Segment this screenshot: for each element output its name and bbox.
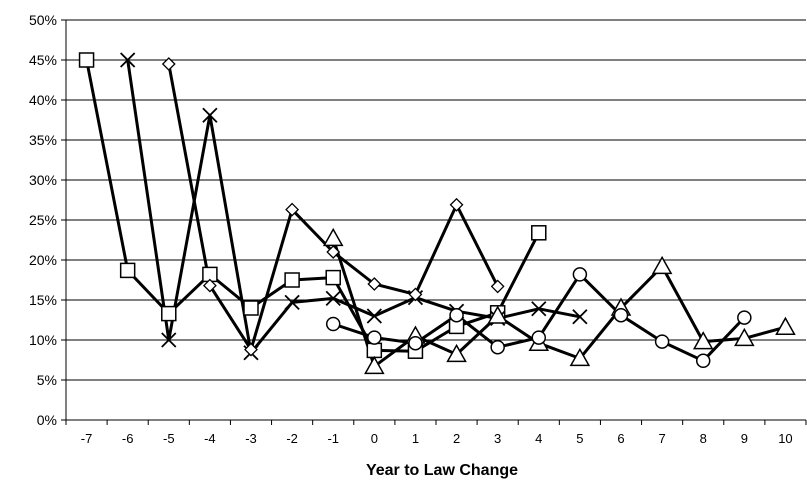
y-tick-label: 35%: [29, 132, 57, 148]
data-point-circle: [572, 267, 588, 282]
data-point-circle: [613, 307, 629, 323]
y-tick-label: 20%: [29, 252, 57, 268]
y-tick-label: 15%: [29, 292, 57, 308]
x-tick-label: 1: [412, 431, 419, 446]
data-point-diamond: [202, 278, 217, 293]
y-tick-label: 30%: [29, 172, 57, 188]
x-tick-label: 3: [494, 431, 501, 446]
data-point-circle: [490, 339, 505, 355]
x-tick-label: 4: [535, 431, 542, 446]
x-marker-stroke: [572, 309, 588, 325]
data-point-square: [325, 269, 341, 286]
y-tick-label: 10%: [29, 332, 57, 348]
x-tick-label: -3: [245, 431, 257, 446]
data-point-square: [284, 272, 300, 288]
data-point-circle: [408, 335, 423, 351]
data-point-x: [531, 301, 547, 317]
x-tick-label: -4: [204, 431, 216, 446]
data-point-circle: [654, 334, 670, 349]
y-tick-label: 5%: [37, 372, 57, 388]
data-point-square: [366, 342, 383, 359]
data-point-triangle: [692, 331, 714, 350]
data-point-square: [119, 262, 136, 279]
x-tick-label: -2: [286, 431, 298, 446]
x-tick-labels: -7 -6 -5 -4 -3 -2 -1 0 1 2 3 4 5 6 7 8 9 10: [81, 431, 793, 446]
y-tick-label: 0%: [37, 412, 57, 428]
data-point-triangle: [322, 227, 344, 247]
data-point-diamond: [490, 279, 505, 294]
x-tick-label: -1: [327, 431, 339, 446]
data-point-x: [366, 308, 382, 324]
data-point-triangle: [775, 316, 796, 335]
data-point-diamond: [367, 277, 382, 291]
y-tick-label: 40%: [29, 92, 57, 108]
data-point-x: [572, 309, 588, 325]
data-point-x: [202, 107, 218, 123]
x-tick-label: 10: [778, 431, 792, 446]
data-point-circle: [695, 353, 711, 369]
data-point-x: [120, 52, 136, 68]
series-markers: [78, 52, 796, 375]
y-tick-label: 25%: [29, 212, 57, 228]
x-marker-stroke: [202, 107, 218, 123]
data-point-triangle: [487, 305, 508, 324]
x-marker-stroke: [531, 301, 547, 317]
series-lines: [85, 59, 786, 368]
series-line-square: [85, 59, 541, 353]
data-point-square: [78, 52, 95, 68]
data-point-circle: [367, 330, 382, 345]
data-point-diamond: [244, 342, 258, 357]
x-marker-stroke: [120, 52, 136, 68]
x-tick-label: 9: [741, 431, 748, 446]
x-tick-label: 7: [658, 431, 665, 446]
data-point-diamond: [161, 57, 176, 71]
x-tick-label: 8: [700, 431, 707, 446]
x-tick-label: 5: [576, 431, 583, 446]
data-point-diamond: [449, 197, 464, 212]
series-line-diamond: [167, 63, 500, 352]
y-tick-labels: 0% 5% 10% 15% 20% 25% 30% 35% 40% 45% 50%: [29, 12, 57, 428]
y-tick-label: 45%: [29, 52, 57, 68]
data-point-diamond: [285, 202, 300, 217]
data-point-triangle: [364, 355, 385, 375]
axes: [61, 19, 807, 425]
x-tick-label: 0: [371, 431, 378, 446]
data-point-triangle: [446, 343, 467, 363]
data-point-circle: [531, 330, 547, 345]
data-point-triangle: [734, 327, 755, 347]
y-tick-label: 50%: [29, 12, 57, 28]
x-marker-stroke: [161, 332, 177, 348]
data-point-triangle: [569, 347, 591, 367]
data-point-square: [161, 305, 177, 322]
x-marker-stroke: [325, 290, 341, 307]
data-point-x: [284, 294, 300, 311]
data-point-square: [243, 300, 259, 316]
x-tick-label: -6: [122, 431, 134, 446]
data-point-diamond: [408, 287, 423, 302]
data-point-circle: [737, 310, 752, 325]
x-marker-stroke: [366, 308, 382, 324]
data-point-triangle: [651, 255, 673, 275]
data-point-x: [325, 290, 341, 307]
x-marker-stroke: [284, 294, 300, 311]
x-tick-label: -7: [81, 431, 93, 446]
data-point-circle: [325, 316, 341, 332]
data-point-diamond: [326, 245, 341, 259]
data-point-x: [161, 332, 177, 348]
x-tick-label: 6: [617, 431, 624, 446]
data-point-square: [531, 225, 547, 241]
x-tick-label: -5: [163, 431, 175, 446]
x-tick-label: 2: [453, 431, 460, 446]
x-axis-title: Year to Law Change: [366, 462, 518, 479]
data-point-circle: [449, 307, 464, 323]
